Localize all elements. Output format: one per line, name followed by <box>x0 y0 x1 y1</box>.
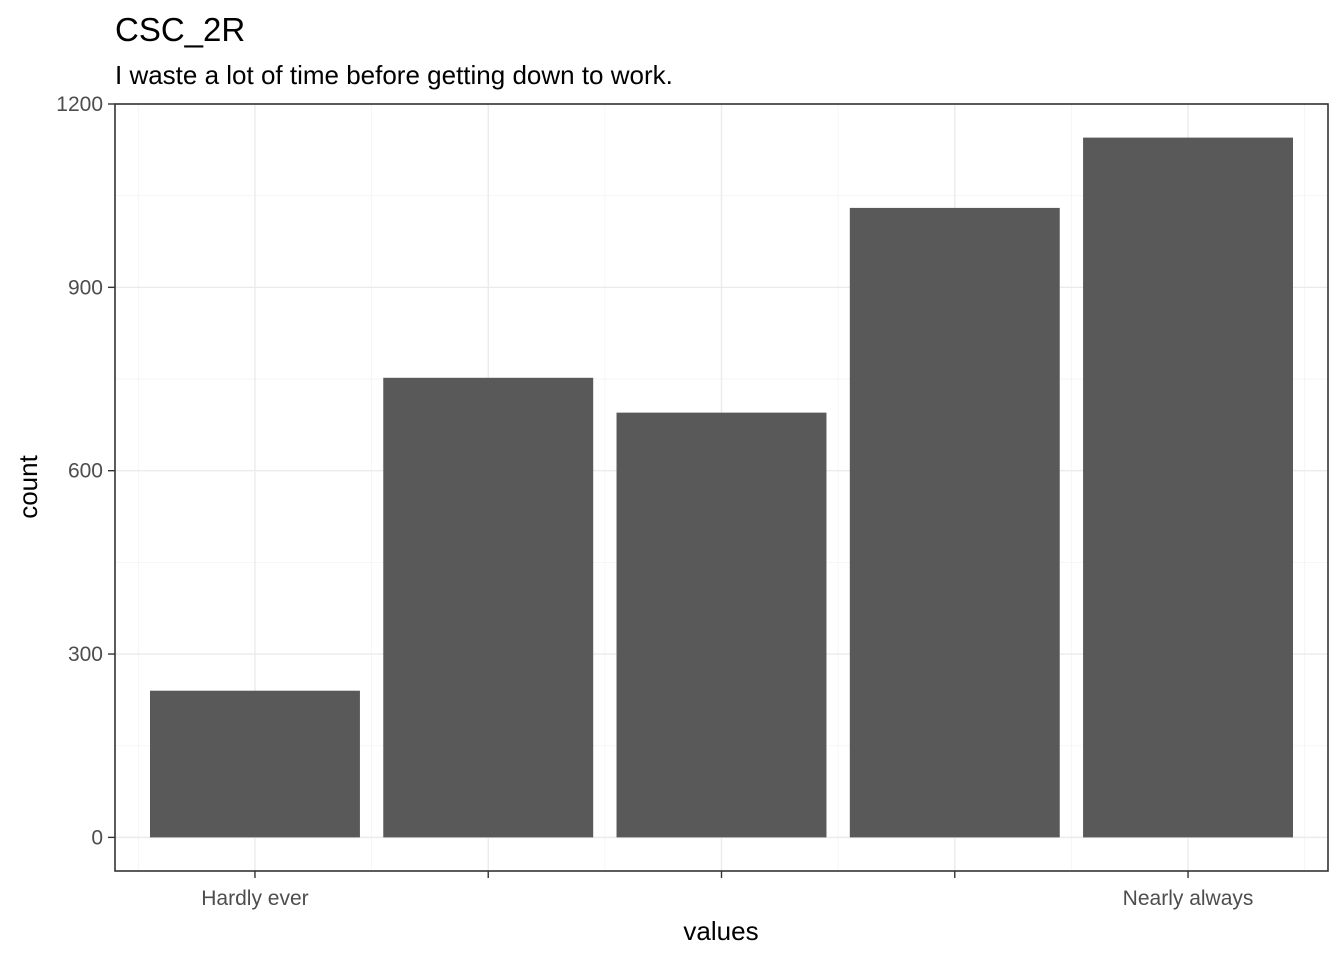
y-tick-label: 0 <box>91 826 103 849</box>
bar-3 <box>616 412 827 838</box>
x-axis: Hardly ever Nearly always <box>201 871 1253 910</box>
x-axis-title: values <box>683 916 758 946</box>
bar-2 <box>383 377 594 838</box>
y-axis: 0 300 600 900 1200 <box>56 93 115 849</box>
y-tick-label: 300 <box>68 643 103 666</box>
bar-1 <box>149 690 360 838</box>
bar-5 <box>1083 137 1294 838</box>
x-tick-label: Hardly ever <box>201 887 308 910</box>
y-tick-label: 1200 <box>56 93 103 116</box>
bars <box>149 137 1294 838</box>
y-tick-label: 600 <box>68 460 103 483</box>
y-tick-label: 900 <box>68 276 103 299</box>
bar-4 <box>849 207 1060 838</box>
x-tick-label: Nearly always <box>1123 887 1254 910</box>
chart-subtitle: I waste a lot of time before getting dow… <box>115 60 673 90</box>
y-axis-title: count <box>13 454 43 518</box>
chart-title: CSC_2R <box>115 11 245 48</box>
